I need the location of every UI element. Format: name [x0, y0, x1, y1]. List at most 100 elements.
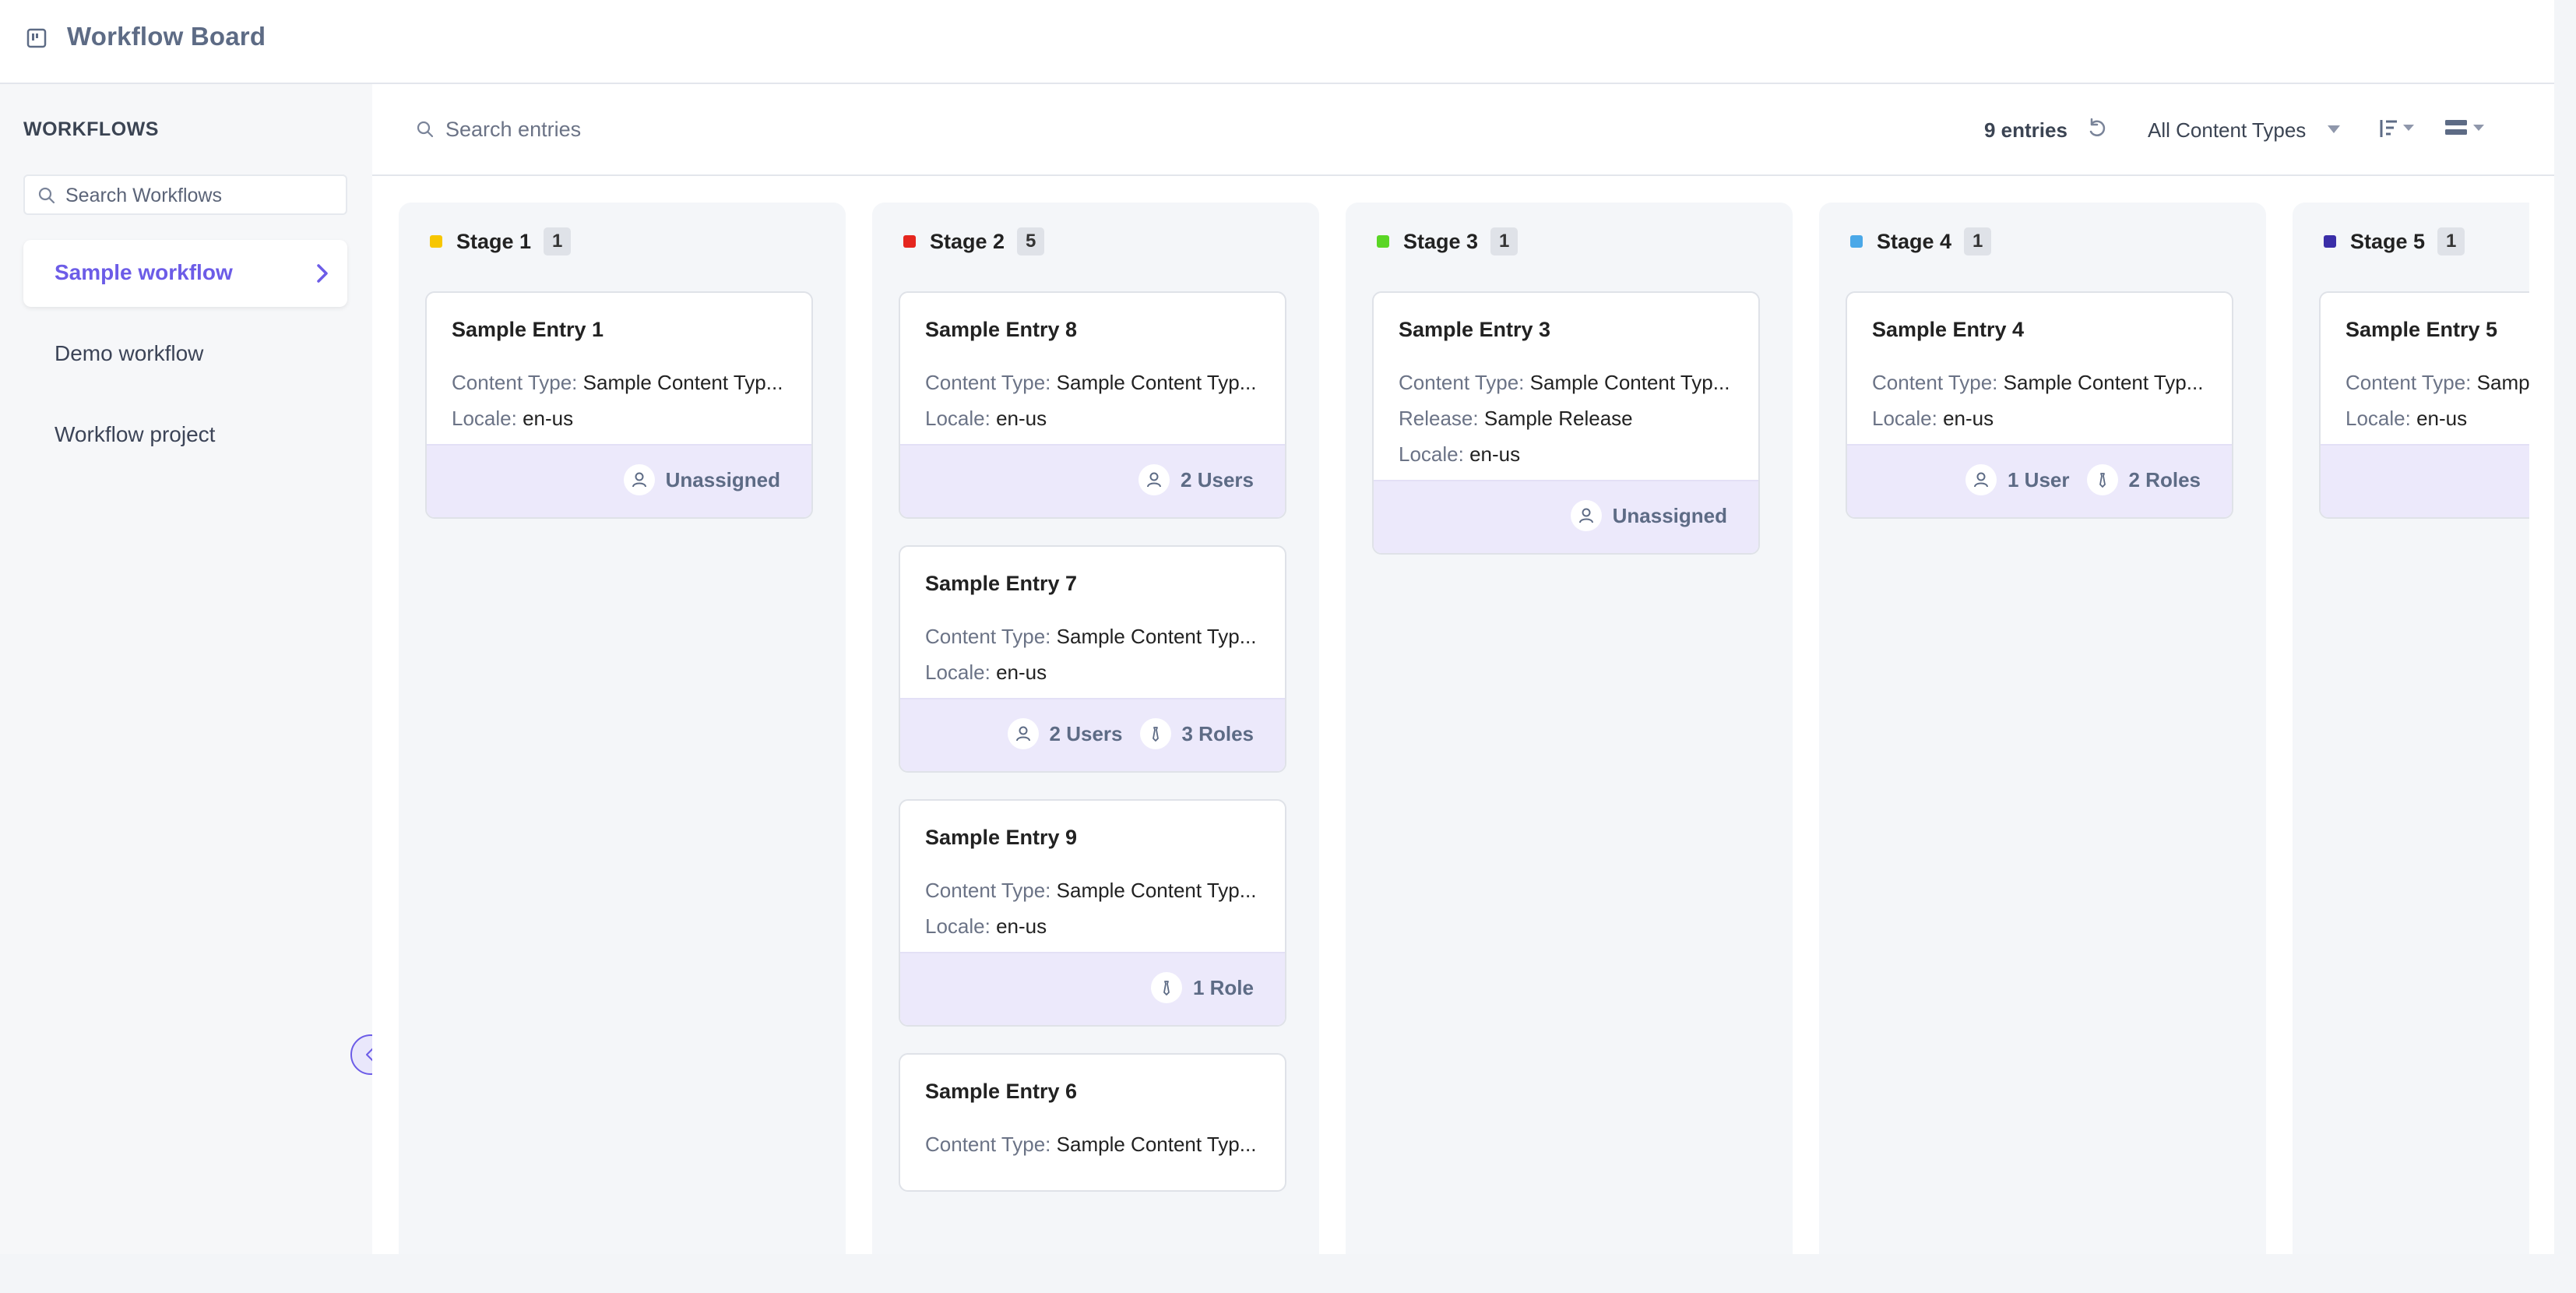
stage-color-dot — [430, 235, 442, 248]
stage-count-badge: 1 — [544, 227, 572, 255]
sidebar-item-sample-workflow[interactable]: Sample workflow — [23, 240, 347, 307]
entry-field-label: Content Type: — [2345, 371, 2472, 394]
entry-field-value: Sample Content Typ... — [2476, 371, 2529, 394]
assignee-label: Unassigned — [1612, 503, 1727, 527]
entry-card[interactable]: Sample Entry 7 Content Type: Sample Conte… — [899, 545, 1286, 773]
entry-field: Release: Sample Release — [1399, 407, 1741, 431]
workflow-board-app: Workflow Board WORKFLOWS Sample workflow… — [0, 0, 2554, 1254]
user-icon — [1007, 718, 1039, 749]
stage-header: Stage 3 1 — [1377, 226, 1519, 257]
entry-field-label: Release: — [1399, 407, 1479, 430]
workflow-search-input[interactable] — [65, 181, 338, 210]
entry-card[interactable]: Sample Entry 8 Content Type: Sample Conte… — [899, 291, 1286, 519]
stage-header: Stage 1 1 — [430, 226, 572, 257]
entry-field-value: en-us — [996, 407, 1047, 430]
view-mode-icon[interactable] — [2444, 117, 2489, 140]
assignee-label: 3 Roles — [1181, 721, 1255, 745]
entry-field-label: Locale: — [925, 407, 991, 430]
assigned-users: Unassigned — [623, 464, 780, 495]
sidebar-item-workflow-project[interactable]: Workflow project — [23, 402, 347, 469]
entry-field-label: Locale: — [925, 914, 991, 938]
stage-column: Stage 1 1 Sample Entry 1 Content Type: Samp… — [399, 203, 846, 1254]
assignee-label: 2 Users — [1049, 721, 1123, 745]
entry-field-label: Content Type: — [925, 371, 1051, 394]
assigned-roles: 2 Roles — [2086, 464, 2201, 495]
assigned-roles: 3 Roles — [1139, 718, 1255, 749]
entry-field: Content Type: Sample Content Typ... — [452, 371, 794, 395]
search-icon — [38, 187, 55, 204]
entry-assignees-footer: 1 Role — [900, 952, 1285, 1025]
stage-header: Stage 4 1 — [1850, 226, 1992, 257]
stage-column: Stage 5 1 Sample Entry 5 Content Type: Samp… — [2293, 203, 2529, 1254]
stage-column: Stage 4 1 Sample Entry 4 Content Type: Samp… — [1819, 203, 2266, 1254]
entry-card[interactable]: Sample Entry 5 Content Type: Sample Conte… — [2319, 291, 2529, 519]
entry-field-value: en-us — [1469, 442, 1521, 466]
entry-field: Locale: en-us — [925, 407, 1268, 431]
assignee-list: Unassigned — [607, 464, 780, 495]
entry-card[interactable]: Sample Entry 9 Content Type: Sample Conte… — [899, 799, 1286, 1027]
entry-field-value: Sample Content Typ... — [1056, 879, 1257, 902]
assignee-list: 2 Users — [1121, 464, 1254, 495]
entry-title: Sample Entry 9 — [925, 826, 1078, 849]
assignee-list: 1 User 2 Roles — [1948, 464, 2201, 495]
assigned-roles: 1 Role — [1150, 972, 1254, 1003]
entry-assignees-footer: 2 Users — [900, 444, 1285, 517]
stage-count-badge: 1 — [1490, 227, 1519, 255]
assignee-label: 2 Users — [1181, 467, 1254, 491]
entry-field-value: en-us — [1943, 407, 1994, 430]
page-title: Workflow Board — [67, 22, 266, 51]
entry-assignees-footer: 2 Users 3 Roles — [900, 698, 1285, 771]
entry-field-value: en-us — [996, 661, 1047, 684]
role-icon — [1139, 718, 1171, 749]
entry-field-value: Sample Content Typ... — [1056, 371, 1257, 394]
entry-field: Content Type: Sample Content Typ... — [1399, 371, 1741, 395]
refresh-icon[interactable] — [2085, 117, 2109, 140]
entry-title: Sample Entry 4 — [1872, 318, 2025, 341]
main-content: 9 entries All Content Types — [372, 84, 2554, 1254]
stage-color-dot — [903, 235, 916, 248]
stage-name: Stage 5 — [2350, 229, 2426, 253]
entry-field-value: en-us — [996, 914, 1047, 938]
app-header: Workflow Board — [0, 0, 2554, 84]
entry-card[interactable]: Sample Entry 6 Content Type: Sample Conte… — [899, 1053, 1286, 1192]
sidebar-item-demo-workflow[interactable]: Demo workflow — [23, 321, 347, 388]
entry-field-value: Sample Content Typ... — [2003, 371, 2204, 394]
role-icon — [1150, 972, 1182, 1003]
entry-field: Locale: en-us — [925, 914, 1268, 939]
stage-color-dot — [2324, 235, 2336, 248]
entry-field-label: Locale: — [925, 661, 991, 684]
stage-name: Stage 1 — [456, 229, 532, 253]
assignee-label: 2 Roles — [2128, 467, 2201, 491]
caret-down-icon[interactable] — [2327, 125, 2341, 134]
entry-field-value: Sample Release — [1483, 407, 1633, 430]
kanban-board: Stage 1 1 Sample Entry 1 Content Type: Samp… — [372, 176, 2529, 1254]
workflow-search — [23, 174, 347, 215]
entries-count: 9 entries — [1984, 118, 2067, 142]
entry-card[interactable]: Sample Entry 1 Content Type: Sample Conte… — [425, 291, 813, 519]
content-type-filter[interactable]: All Content Types — [2148, 118, 2307, 142]
entry-field: Content Type: Sample Content Typ... — [925, 371, 1268, 395]
entry-assignees-footer: 1 User — [2321, 444, 2529, 517]
entry-field-label: Locale: — [1872, 407, 1937, 430]
sidebar-section-title: WORKFLOWS — [23, 118, 159, 140]
stage-header: Stage 2 5 — [903, 226, 1045, 257]
stage-column: Stage 2 5 Sample Entry 8 Content Type: Samp… — [872, 203, 1319, 1254]
entry-title: Sample Entry 6 — [925, 1080, 1078, 1103]
board-toolbar: 9 entries All Content Types — [372, 84, 2554, 176]
entry-field: Locale: en-us — [1872, 407, 2215, 431]
entry-card[interactable]: Sample Entry 4 Content Type: Sample Conte… — [1846, 291, 2233, 519]
chevron-right-icon — [317, 264, 328, 283]
entry-field: Locale: en-us — [452, 407, 794, 431]
entry-field-label: Locale: — [452, 407, 517, 430]
assignee-label: 1 User — [2008, 467, 2070, 491]
entry-field: Content Type: Sample Content Typ... — [925, 625, 1268, 649]
entry-field-label: Locale: — [2345, 407, 2411, 430]
entries-search-input[interactable] — [445, 114, 835, 145]
board-icon — [26, 28, 47, 48]
stage-name: Stage 2 — [930, 229, 1005, 253]
entry-card[interactable]: Sample Entry 3 Content Type: Sample Conte… — [1372, 291, 1760, 555]
entry-assignees-footer: Unassigned — [1374, 480, 1758, 553]
assignee-list: 1 Role — [1134, 972, 1254, 1003]
entry-field: Content Type: Sample Content Typ... — [925, 879, 1268, 903]
sort-icon[interactable] — [2378, 117, 2419, 140]
